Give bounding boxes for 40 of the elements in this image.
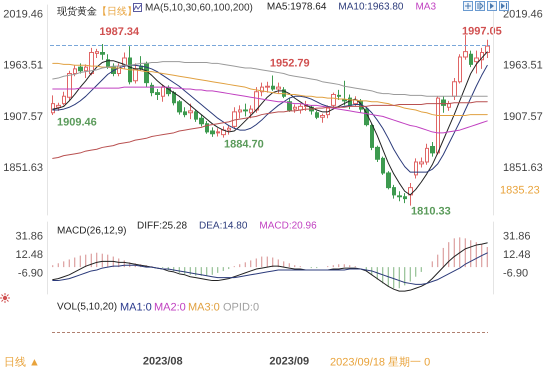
annotation: 1997.05	[462, 26, 502, 38]
annotation: 1810.33	[411, 206, 451, 218]
text: DIFF:25.28	[137, 220, 188, 232]
y-tick-label: 1907.57	[3, 110, 43, 123]
annotation: 1952.79	[270, 57, 310, 70]
text: MA10:1963.80	[338, 2, 404, 12]
annotation: 1909.46	[57, 116, 97, 128]
x-tick-label: 2023/08	[142, 356, 183, 368]
text: 日线 ▲	[4, 356, 40, 368]
y-tick-label: 1851.63	[3, 162, 43, 174]
text: 1835.23	[500, 184, 540, 196]
chart-title: MACD(26,12,9)	[57, 226, 126, 236]
y2-tick-label: 12.48	[503, 249, 531, 262]
y-tick-label: -6.90	[18, 268, 43, 280]
y2-tick-label: 2019.46	[503, 8, 543, 21]
y2-tick-label: 31.86	[503, 230, 531, 243]
chart-subtitle: 【日线】	[97, 6, 137, 18]
y-tick-label: 2019.46	[3, 8, 43, 21]
legend-title: MA(5,10,30,60,100,200)	[145, 2, 253, 14]
y-tick-label: 1963.51	[3, 60, 43, 72]
text: MACD:20.96	[259, 220, 318, 232]
text: MA2:0	[154, 302, 186, 314]
annotation: 1884.70	[224, 138, 264, 150]
y-tick-label: 31.86	[15, 230, 43, 243]
y2-tick-label: -6.90	[503, 268, 528, 280]
text: MA3	[415, 2, 436, 12]
text: DEA:14.80	[199, 220, 248, 232]
chart-title: 现货黄金	[57, 6, 97, 18]
y2-tick-label: 1907.57	[503, 110, 543, 123]
y2-tick-label: 1851.63	[503, 162, 543, 174]
text: MA5:1978.64	[266, 2, 327, 12]
text: OPID:0	[223, 302, 260, 314]
text: 2023/09/18 星期一 0	[330, 356, 430, 368]
text: MA1:0	[120, 302, 152, 314]
text: MA3:0	[188, 302, 220, 314]
y2-tick-label: 1963.51	[503, 60, 543, 72]
x-tick-label: 2023/09	[269, 356, 310, 368]
text: VOL(5,10,20)	[57, 302, 118, 312]
y-tick-label: 12.48	[15, 249, 43, 262]
annotation: 1987.34	[99, 26, 140, 38]
